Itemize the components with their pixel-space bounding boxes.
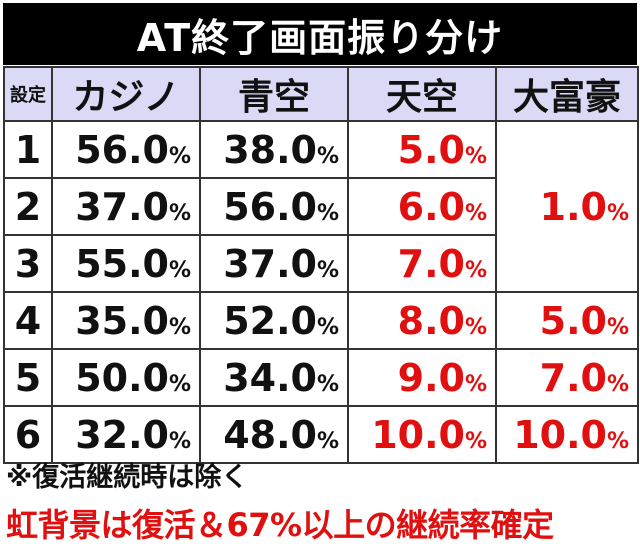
percent-sign: % bbox=[464, 200, 487, 226]
table-title: AT終了画面振り分け bbox=[3, 3, 637, 65]
aozora-cell: 38.0% bbox=[199, 120, 349, 179]
value: 50.0 bbox=[75, 355, 169, 400]
casino-cell: 37.0% bbox=[51, 177, 201, 236]
percent-sign: % bbox=[168, 257, 191, 283]
value: 35.0 bbox=[75, 298, 169, 343]
percent-sign: % bbox=[464, 314, 487, 340]
aozora-cell: 56.0% bbox=[199, 177, 349, 236]
aozora-cell: 34.0% bbox=[199, 348, 349, 407]
header-tenku: 天空 bbox=[347, 66, 497, 122]
daifugo-cell: 7.0% bbox=[495, 348, 639, 407]
setting-cell: 5 bbox=[3, 348, 53, 407]
table-row: 6 32.0% 48.0% 10.0% 10.0% bbox=[3, 405, 639, 464]
casino-cell: 56.0% bbox=[51, 120, 201, 179]
aozora-cell: 52.0% bbox=[199, 291, 349, 350]
value: 52.0 bbox=[223, 298, 317, 343]
header-setting: 設定 bbox=[3, 66, 53, 122]
table-row: 1 56.0% 38.0% 5.0% 1.0% bbox=[3, 120, 639, 293]
percent-sign: % bbox=[168, 314, 191, 340]
value: 34.0 bbox=[223, 355, 317, 400]
setting-cell: 6 bbox=[3, 405, 53, 464]
tenku-cell: 10.0% bbox=[347, 405, 497, 464]
value: 8.0 bbox=[397, 298, 465, 343]
percent-sign: % bbox=[606, 371, 629, 397]
setting-cell: 1 bbox=[3, 120, 53, 179]
header-daifugo: 大富豪 bbox=[495, 66, 639, 122]
daifugo-cell: 5.0% bbox=[495, 291, 639, 350]
header-aozora: 青空 bbox=[199, 66, 349, 122]
percent-sign: % bbox=[464, 257, 487, 283]
header-row: 設定 カジノ 青空 天空 大富豪 bbox=[3, 66, 639, 122]
casino-cell: 50.0% bbox=[51, 348, 201, 407]
value: 7.0 bbox=[539, 355, 607, 400]
exclusion-note: ※復活継続時は除く bbox=[6, 462, 249, 493]
daifugo-cell: 10.0% bbox=[495, 405, 639, 464]
value: 9.0 bbox=[397, 355, 465, 400]
setting-cell: 4 bbox=[3, 291, 53, 350]
value: 7.0 bbox=[397, 241, 465, 286]
casino-cell: 35.0% bbox=[51, 291, 201, 350]
tenku-cell: 6.0% bbox=[347, 177, 497, 236]
table-row: 2 37.0% 56.0% 6.0% bbox=[3, 177, 638, 236]
percent-sign: % bbox=[606, 428, 629, 454]
casino-cell: 32.0% bbox=[51, 405, 201, 464]
distribution-table: 設定 カジノ 青空 天空 大富豪 1 56.0% 38.0% 5.0% 1.0%… bbox=[3, 66, 639, 464]
percent-sign: % bbox=[606, 314, 629, 340]
value: 56.0 bbox=[75, 127, 169, 172]
percent-sign: % bbox=[316, 314, 339, 340]
table-row: 5 50.0% 34.0% 9.0% 7.0% bbox=[3, 348, 639, 407]
percent-sign: % bbox=[606, 200, 629, 226]
percent-sign: % bbox=[464, 371, 487, 397]
table-row: 4 35.0% 52.0% 8.0% 5.0% bbox=[3, 291, 639, 350]
percent-sign: % bbox=[464, 143, 487, 169]
value: 56.0 bbox=[223, 184, 317, 229]
aozora-cell: 48.0% bbox=[199, 405, 349, 464]
header-casino: カジノ bbox=[51, 66, 201, 122]
table-row: 3 55.0% 37.0% 7.0% bbox=[3, 234, 638, 293]
value: 10.0 bbox=[513, 412, 607, 457]
casino-cell: 55.0% bbox=[51, 234, 201, 293]
value: 37.0 bbox=[223, 241, 317, 286]
daifugo-merged-cell: 1.0% bbox=[495, 120, 639, 293]
value: 5.0 bbox=[397, 127, 465, 172]
percent-sign: % bbox=[168, 200, 191, 226]
value: 10.0 bbox=[371, 412, 465, 457]
rainbow-background-note: 虹背景は復活＆67%以上の継続率確定 bbox=[6, 506, 554, 544]
setting-cell: 3 bbox=[3, 234, 53, 293]
tenku-cell: 8.0% bbox=[347, 291, 497, 350]
percent-sign: % bbox=[168, 143, 191, 169]
tenku-cell: 7.0% bbox=[347, 234, 497, 293]
value: 5.0 bbox=[539, 298, 607, 343]
value: 55.0 bbox=[75, 241, 169, 286]
aozora-cell: 37.0% bbox=[199, 234, 349, 293]
percent-sign: % bbox=[316, 428, 339, 454]
percent-sign: % bbox=[168, 428, 191, 454]
value: 38.0 bbox=[223, 127, 317, 172]
percent-sign: % bbox=[316, 371, 339, 397]
value: 37.0 bbox=[75, 184, 169, 229]
percent-sign: % bbox=[168, 371, 191, 397]
percent-sign: % bbox=[316, 143, 339, 169]
percent-sign: % bbox=[316, 200, 339, 226]
tenku-cell: 5.0% bbox=[347, 120, 497, 179]
tenku-cell: 9.0% bbox=[347, 348, 497, 407]
setting-cell: 2 bbox=[3, 177, 53, 236]
percent-sign: % bbox=[316, 257, 339, 283]
value: 6.0 bbox=[397, 184, 465, 229]
value: 1.0 bbox=[539, 184, 607, 229]
percent-sign: % bbox=[464, 428, 487, 454]
value: 48.0 bbox=[223, 412, 317, 457]
value: 32.0 bbox=[75, 412, 169, 457]
